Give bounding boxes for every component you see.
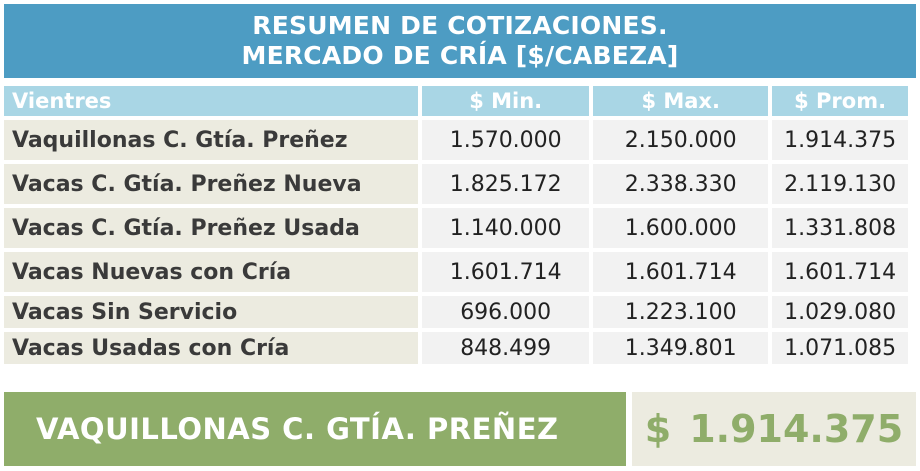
cell-max: 1.349.801 (593, 332, 769, 364)
column-header-vientres: Vientres (4, 86, 419, 116)
page-title: RESUMEN DE COTIZACIONES. MERCADO DE CRÍA… (4, 4, 916, 78)
table-row: Vaquillonas C. Gtía. Preñez 1.570.000 2.… (4, 120, 908, 160)
price-table: Vientres $ Min. $ Max. $ Prom. Vaquillon… (0, 82, 912, 368)
highlight-currency: $ (644, 407, 672, 451)
cell-max: 2.338.330 (593, 164, 769, 204)
cell-min: 1.570.000 (422, 120, 590, 160)
cell-max: 2.150.000 (593, 120, 769, 160)
table-row: Vacas C. Gtía. Preñez Nueva 1.825.172 2.… (4, 164, 908, 204)
cell-prom: 2.119.130 (772, 164, 908, 204)
title-line-1: RESUMEN DE COTIZACIONES. (252, 11, 668, 40)
cell-max: 1.601.714 (593, 252, 769, 292)
highlight-value: 1.914.375 (689, 407, 904, 451)
cell-prom: 1.601.714 (772, 252, 908, 292)
cell-min: 1.601.714 (422, 252, 590, 292)
row-label: Vacas Nuevas con Cría (4, 252, 419, 292)
highlight-label: VAQUILLONAS C. GTÍA. PREÑEZ (4, 392, 626, 466)
table-row: Vacas Nuevas con Cría 1.601.714 1.601.71… (4, 252, 908, 292)
cell-prom: 1.914.375 (772, 120, 908, 160)
row-label: Vacas Sin Servicio (4, 296, 419, 328)
cell-max: 1.600.000 (593, 208, 769, 248)
title-line-2: MERCADO DE CRÍA [$/CABEZA] (241, 41, 679, 70)
table-row: Vacas Usadas con Cría 848.499 1.349.801 … (4, 332, 908, 364)
highlight-value-box: $1.914.375 (632, 392, 916, 466)
cell-prom: 1.071.085 (772, 332, 908, 364)
cell-min: 1.140.000 (422, 208, 590, 248)
row-label: Vacas Usadas con Cría (4, 332, 419, 364)
cell-min: 696.000 (422, 296, 590, 328)
table-row: Vacas C. Gtía. Preñez Usada 1.140.000 1.… (4, 208, 908, 248)
cell-min: 848.499 (422, 332, 590, 364)
column-header-prom: $ Prom. (772, 86, 908, 116)
row-label: Vacas C. Gtía. Preñez Usada (4, 208, 419, 248)
row-label: Vacas C. Gtía. Preñez Nueva (4, 164, 419, 204)
cell-prom: 1.331.808 (772, 208, 908, 248)
column-header-max: $ Max. (593, 86, 769, 116)
cell-max: 1.223.100 (593, 296, 769, 328)
cell-min: 1.825.172 (422, 164, 590, 204)
table-header-row: Vientres $ Min. $ Max. $ Prom. (4, 86, 908, 116)
column-header-min: $ Min. (422, 86, 590, 116)
cell-prom: 1.029.080 (772, 296, 908, 328)
row-label: Vaquillonas C. Gtía. Preñez (4, 120, 419, 160)
table-row: Vacas Sin Servicio 696.000 1.223.100 1.0… (4, 296, 908, 328)
